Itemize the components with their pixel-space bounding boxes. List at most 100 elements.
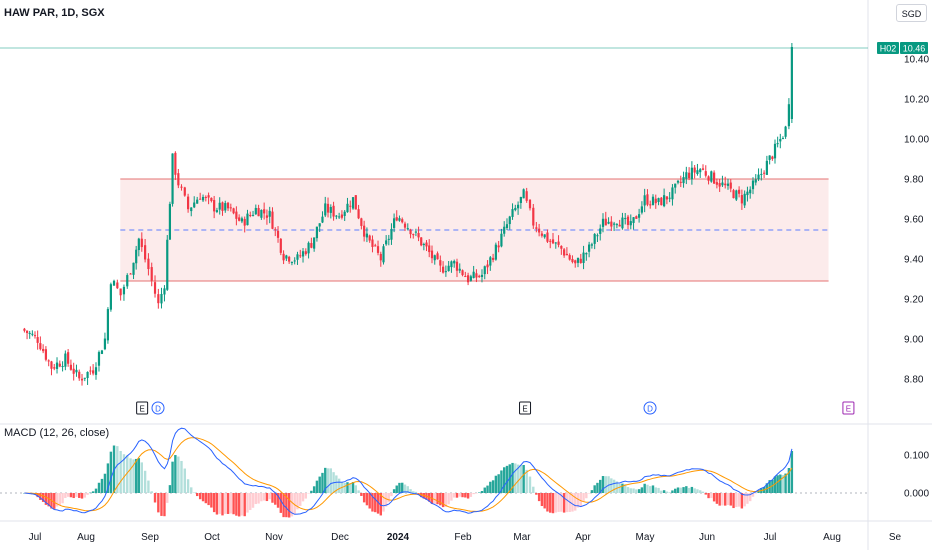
candle-body xyxy=(563,249,566,256)
time-tick: Oct xyxy=(204,532,220,543)
candle-body xyxy=(357,209,360,219)
macd-histogram-bar xyxy=(406,486,409,493)
candle-body xyxy=(201,196,205,201)
candle-body xyxy=(679,181,682,183)
macd-histogram-bar xyxy=(198,493,202,500)
candle-body xyxy=(560,245,563,249)
candle-body xyxy=(343,211,346,216)
candle-body xyxy=(718,183,721,187)
macd-histogram-bar xyxy=(478,492,481,493)
macd-histogram-bar xyxy=(36,493,39,498)
candle-body xyxy=(685,172,688,179)
macd-histogram-bar xyxy=(593,485,596,493)
macd-histogram-bar xyxy=(80,493,84,499)
candle-body xyxy=(453,260,456,264)
time-tick: May xyxy=(636,532,655,543)
candle-body xyxy=(196,199,199,204)
candle-body xyxy=(710,171,713,182)
candle-body xyxy=(232,208,235,214)
macd-histogram-bar xyxy=(522,464,525,493)
candle-body xyxy=(406,228,409,230)
candle-body xyxy=(475,273,478,278)
candle-body xyxy=(754,179,757,183)
macd-histogram-bar xyxy=(565,493,569,513)
macd-histogram-bar xyxy=(699,490,702,493)
candle-body xyxy=(693,167,696,173)
macd-histogram-bar xyxy=(784,473,787,493)
macd-histogram-bar xyxy=(235,493,238,516)
candle-body xyxy=(590,244,593,246)
macd-histogram-bar xyxy=(126,455,129,493)
candle-body xyxy=(439,260,442,266)
candle-body xyxy=(729,182,732,189)
candle-body xyxy=(480,274,484,277)
macd-histogram-bar xyxy=(326,468,330,493)
candle-body xyxy=(464,276,467,278)
price-axis[interactable]: 8.80 9.00 9.20 9.40 9.60 9.80 10.00 10.20 10.40 0… xyxy=(904,55,929,500)
macd-histogram-bar xyxy=(690,486,694,493)
time-axis[interactable]: Jul Aug Sep Oct Nov Dec 2024 Feb Mar Apr May Jun Jul… xyxy=(29,532,902,543)
macd-tick: 0.000 xyxy=(904,489,929,500)
candle-body xyxy=(721,182,724,186)
macd-histogram-bar xyxy=(724,493,727,506)
macd-histogram-bar xyxy=(177,456,180,493)
candle-body xyxy=(31,333,34,335)
macd-histogram-bar xyxy=(455,493,459,498)
candle-body xyxy=(654,198,657,204)
candle-body xyxy=(296,254,299,260)
candle-body xyxy=(395,217,398,221)
macd-histogram-bar xyxy=(715,493,719,504)
macd-histogram-bar xyxy=(354,485,358,493)
candle-body xyxy=(699,169,702,173)
event-marker-D: D xyxy=(643,401,657,415)
candle-body xyxy=(511,209,514,217)
macd-histogram-bar xyxy=(39,493,42,500)
macd-histogram-bar xyxy=(409,489,412,493)
badge-value-bg xyxy=(900,42,928,54)
macd-histogram-bar xyxy=(376,493,380,514)
macd-histogram-bar xyxy=(732,493,735,509)
price-tick: 9.40 xyxy=(904,255,924,266)
candle-body xyxy=(385,240,388,245)
macd-histogram-bar xyxy=(505,465,509,493)
macd-histogram-bar xyxy=(412,491,415,493)
macd-histogram-bar xyxy=(204,493,208,504)
candle-body xyxy=(83,377,86,379)
candle-body xyxy=(762,172,766,174)
candle-body xyxy=(89,370,92,372)
macd-histogram-bar xyxy=(153,493,157,503)
event-label: E xyxy=(522,405,527,414)
macd-histogram-bar xyxy=(287,493,291,518)
candle-body xyxy=(360,218,363,226)
candle-body xyxy=(576,257,580,263)
macd-histogram-bar xyxy=(582,493,585,502)
macd-histogram-bar xyxy=(401,482,404,493)
candle-body xyxy=(224,203,227,211)
candle-body xyxy=(106,309,110,341)
candle-body xyxy=(28,332,31,334)
macd-histogram-bar xyxy=(395,485,398,493)
candle-body xyxy=(36,337,39,343)
macd-histogram-bar xyxy=(417,493,420,494)
macd-histogram-bar xyxy=(343,482,346,493)
macd-histogram-bar xyxy=(299,493,302,506)
candle-body xyxy=(776,143,779,145)
price-tick: 10.40 xyxy=(904,55,929,66)
macd-line xyxy=(24,427,793,515)
candle-body xyxy=(119,288,122,296)
event-box xyxy=(519,401,532,415)
macd-histogram-bar xyxy=(696,489,699,493)
macd-histogram-bar xyxy=(441,493,445,508)
macd-histogram-bar xyxy=(232,493,235,515)
macd-histogram-bar xyxy=(682,487,685,493)
macd-histogram-bar xyxy=(193,492,196,493)
currency-button[interactable]: SGD xyxy=(896,4,927,22)
candle-body xyxy=(472,271,475,278)
candle-body xyxy=(593,234,596,244)
candle-body xyxy=(615,224,618,226)
candle-body xyxy=(565,253,568,256)
price-tick: 8.80 xyxy=(904,375,924,386)
candle-body xyxy=(538,228,541,233)
macd-histogram-bar xyxy=(392,489,396,493)
